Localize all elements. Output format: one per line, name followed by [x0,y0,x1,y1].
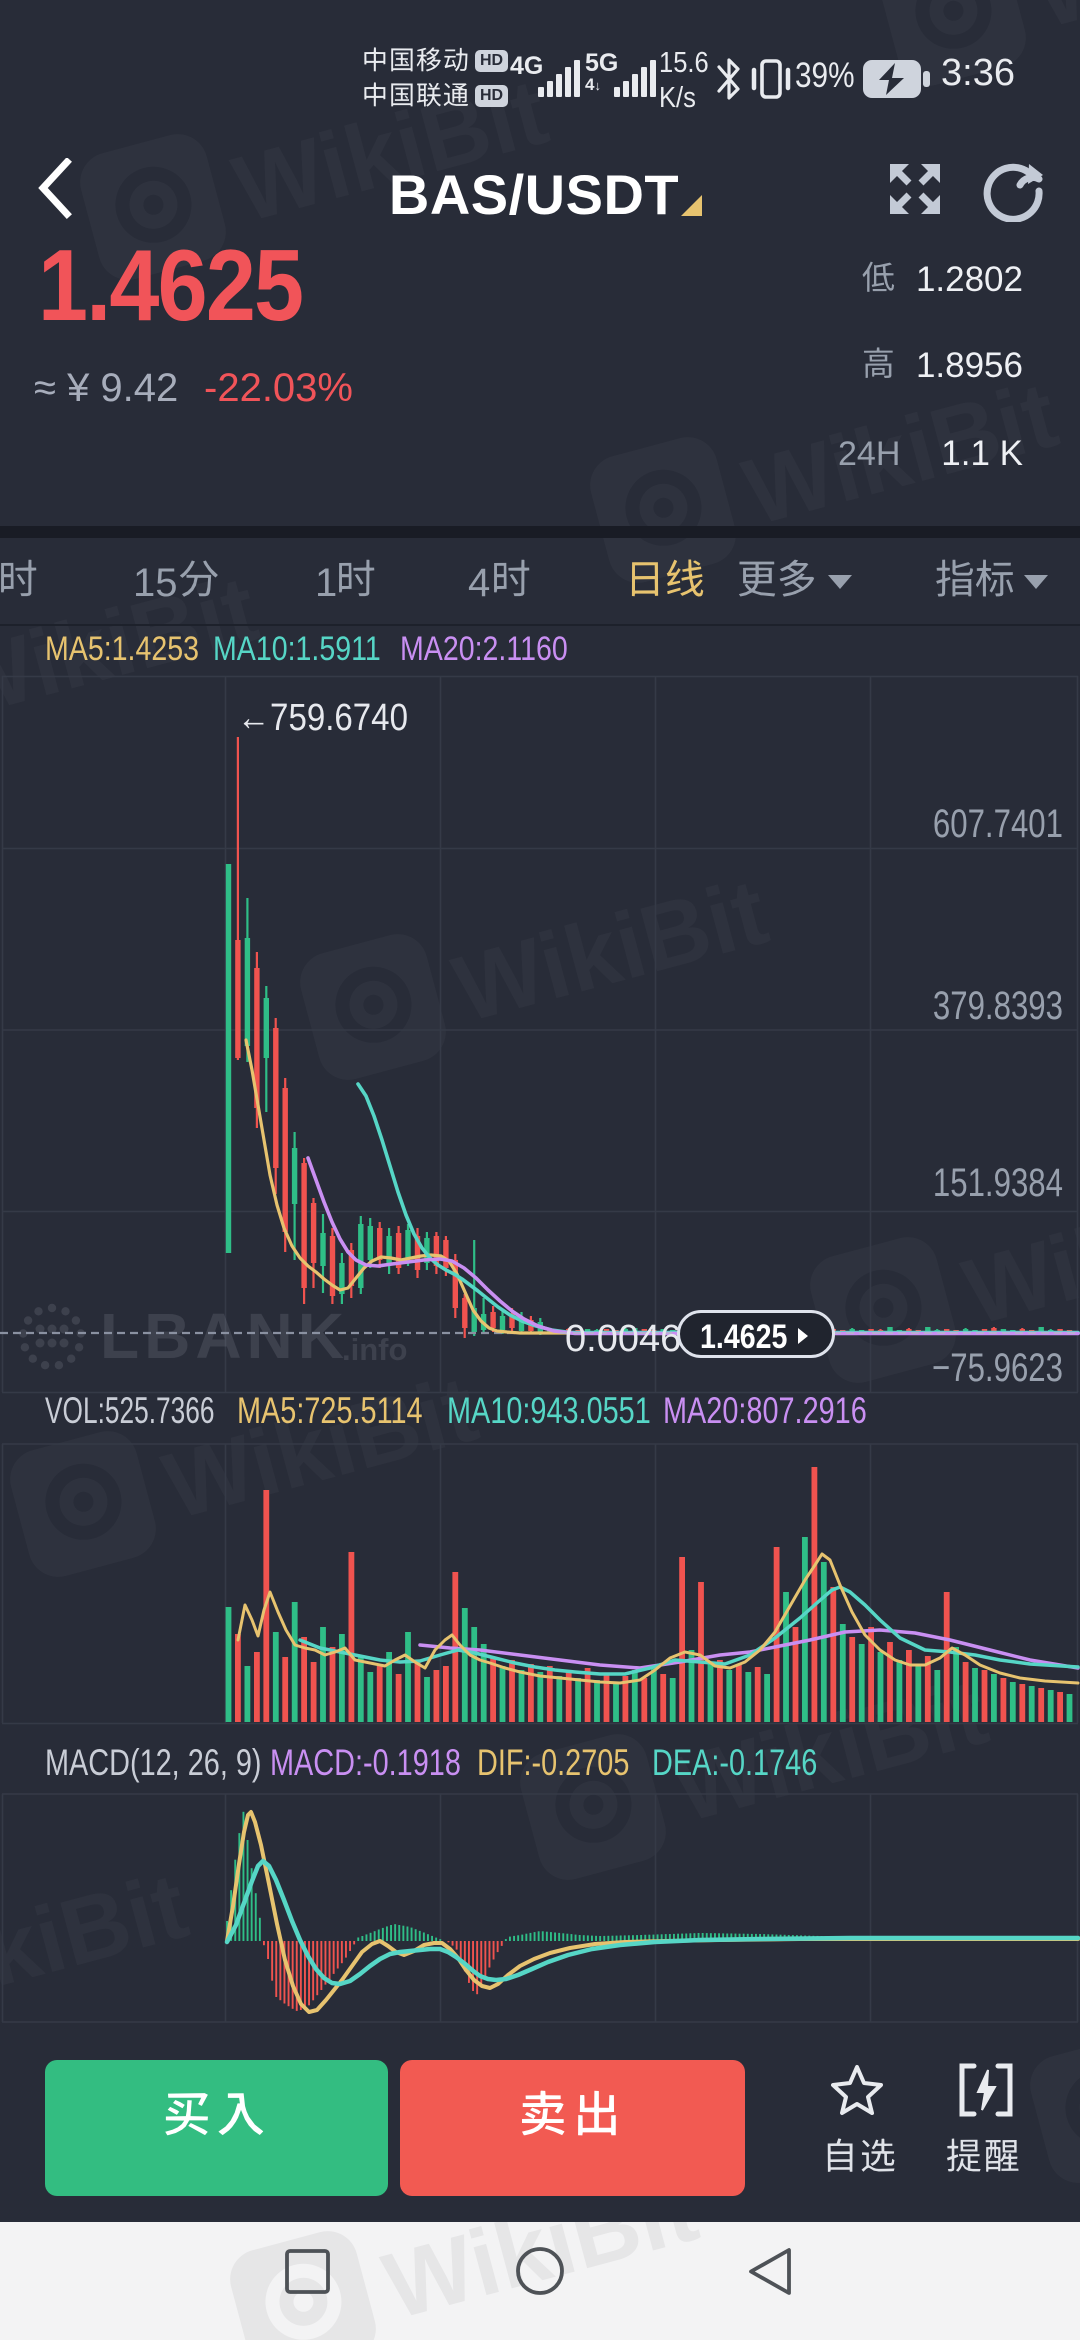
svg-text:WikiBit: WikiBit [153,1355,487,1539]
svg-text:LBANK: LBANK [100,1300,349,1372]
svg-text:.info: .info [342,1332,407,1367]
svg-text:WikiBit: WikiBit [443,858,777,1042]
svg-text:WikiBit: WikiBit [373,2222,707,2339]
svg-text:WikiBit: WikiBit [1023,0,1080,48]
svg-text:WikiBit: WikiBit [0,1852,197,2036]
